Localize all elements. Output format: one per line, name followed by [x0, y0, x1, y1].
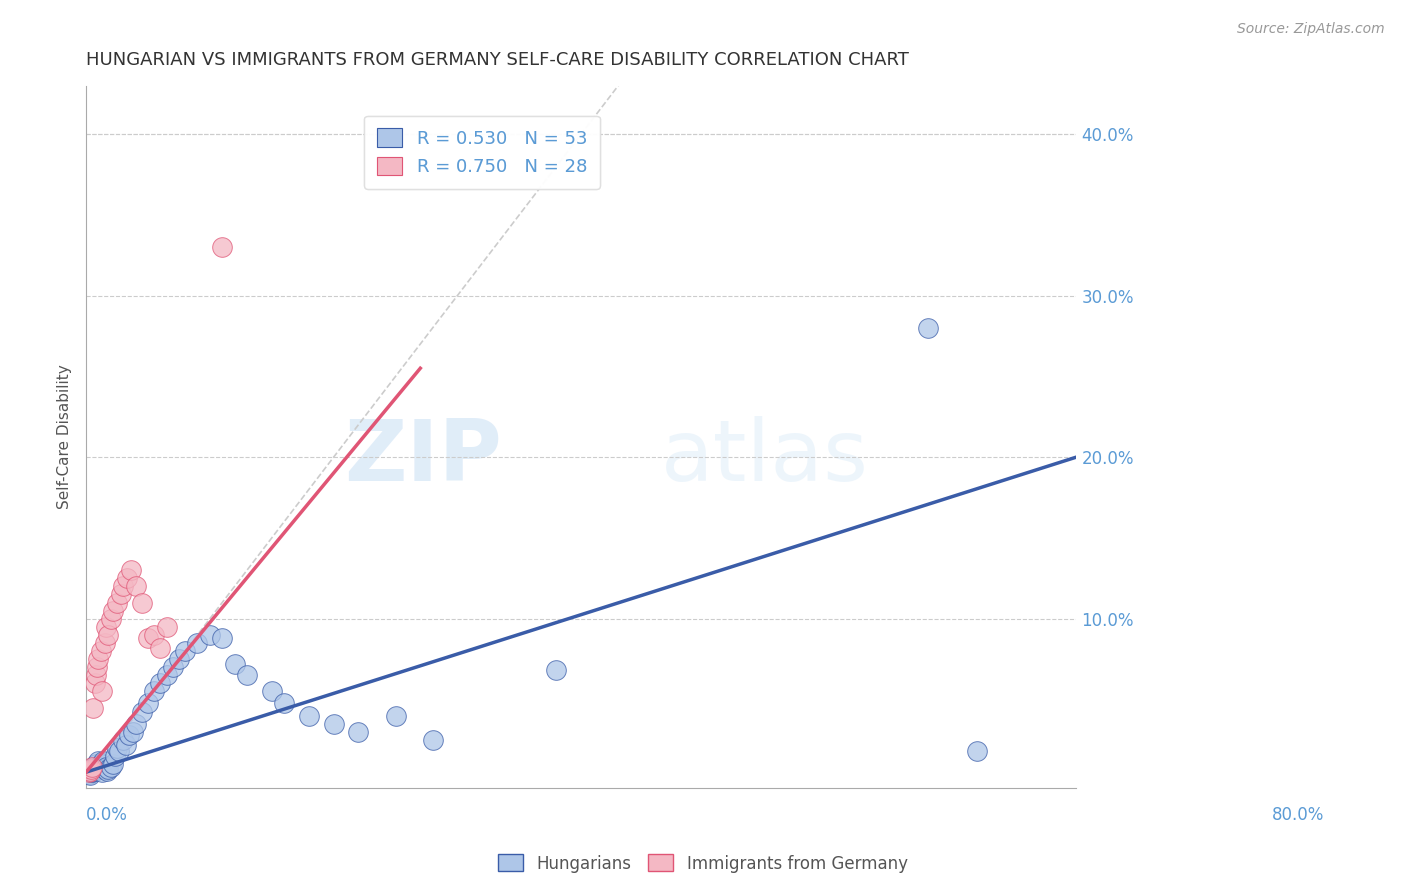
Point [82, 765, 104, 780]
Point [84, 757, 107, 772]
Point [91, 684, 114, 698]
Point [100, 760, 122, 774]
Point [91, 765, 114, 780]
Point [82, 764, 104, 778]
Point [167, 652, 190, 666]
Point [120, 563, 142, 577]
Point [82, 760, 104, 774]
Text: atlas: atlas [661, 417, 869, 500]
Point [77, 765, 100, 780]
Point [97, 628, 120, 642]
Point [211, 631, 233, 645]
Point [236, 668, 259, 682]
Point [103, 749, 125, 764]
Point [86, 760, 108, 774]
Point [87, 758, 110, 772]
Point [546, 664, 568, 678]
Point [82, 700, 104, 714]
Point [136, 631, 159, 645]
Point [82, 760, 104, 774]
Text: Source: ZipAtlas.com: Source: ZipAtlas.com [1237, 22, 1385, 37]
Point [90, 644, 112, 658]
Point [87, 652, 110, 666]
Point [103, 757, 125, 772]
Point [87, 754, 110, 768]
Point [917, 321, 939, 335]
Point [149, 676, 172, 690]
Point [105, 740, 128, 755]
Point [298, 708, 321, 723]
Point [124, 579, 146, 593]
Point [155, 620, 177, 634]
Point [131, 706, 153, 720]
Y-axis label: Self-Care Disability: Self-Care Disability [58, 365, 72, 509]
Point [260, 684, 283, 698]
Point [110, 587, 132, 601]
Point [93, 636, 115, 650]
Point [96, 764, 118, 778]
Point [966, 744, 988, 758]
Point [90, 757, 112, 772]
Text: ZIP: ZIP [344, 417, 502, 500]
Point [94, 760, 117, 774]
Legend: R = 0.530   N = 53, R = 0.750   N = 28: R = 0.530 N = 53, R = 0.750 N = 28 [364, 116, 600, 188]
Point [77, 766, 100, 780]
Point [149, 640, 172, 655]
Point [143, 684, 166, 698]
Point [97, 762, 120, 776]
Point [89, 760, 111, 774]
Point [211, 240, 233, 254]
Point [94, 620, 117, 634]
Point [174, 644, 197, 658]
Point [162, 660, 184, 674]
Point [224, 657, 246, 671]
Point [84, 668, 107, 682]
Point [93, 754, 115, 768]
Point [118, 728, 141, 742]
Point [103, 604, 125, 618]
Point [84, 762, 107, 776]
Point [80, 762, 103, 776]
Point [108, 744, 131, 758]
Point [131, 595, 153, 609]
Legend: Hungarians, Immigrants from Germany: Hungarians, Immigrants from Germany [492, 847, 914, 880]
Point [143, 628, 166, 642]
Point [322, 716, 344, 731]
Point [114, 738, 136, 752]
Point [93, 762, 115, 776]
Point [112, 579, 135, 593]
Point [124, 716, 146, 731]
Point [112, 732, 135, 747]
Point [100, 612, 122, 626]
Point [83, 764, 105, 778]
Point [79, 768, 101, 782]
Point [83, 676, 105, 690]
Point [155, 668, 177, 682]
Point [122, 724, 145, 739]
Point [105, 595, 128, 609]
Text: 0.0%: 0.0% [86, 805, 128, 824]
Text: HUNGARIAN VS IMMIGRANTS FROM GERMANY SELF-CARE DISABILITY CORRELATION CHART: HUNGARIAN VS IMMIGRANTS FROM GERMANY SEL… [86, 51, 908, 69]
Point [422, 732, 444, 747]
Point [80, 765, 103, 780]
Text: 80.0%: 80.0% [1271, 805, 1324, 824]
Point [136, 696, 159, 710]
Point [273, 696, 295, 710]
Point [198, 628, 221, 642]
Point [384, 708, 406, 723]
Point [86, 660, 108, 674]
Point [347, 724, 370, 739]
Point [186, 636, 208, 650]
Point [115, 571, 138, 585]
Point [79, 764, 101, 778]
